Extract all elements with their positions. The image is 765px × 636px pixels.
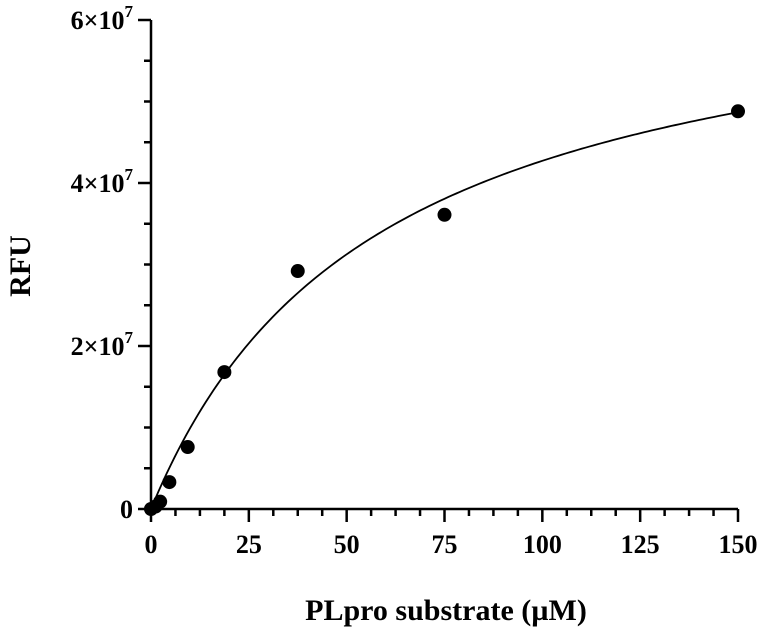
y-tick-label: 4×107 <box>71 165 134 198</box>
data-point <box>153 494 168 509</box>
data-point <box>217 365 232 380</box>
data-points <box>144 104 745 516</box>
fit-curve-layer <box>150 111 739 510</box>
data-point <box>290 264 305 279</box>
data-point <box>437 207 452 222</box>
data-point <box>731 104 745 119</box>
y-tick-label: 2×107 <box>71 328 134 361</box>
data-point <box>162 475 177 490</box>
x-tick-label: 150 <box>719 530 758 559</box>
x-tick-label: 0 <box>145 530 158 559</box>
y-tick-label: 6×107 <box>71 2 134 35</box>
x-tick-label: 75 <box>432 530 458 559</box>
x-axis: 0 25 50 75 100 125 150 <box>145 507 758 559</box>
x-tick-label: 50 <box>334 530 360 559</box>
x-tick-label: 125 <box>621 530 660 559</box>
y-axis: 0 2×107 4×107 6×107 <box>71 2 153 524</box>
y-axis-title: RFU <box>4 235 37 297</box>
x-axis-title: PLpro substrate (µM) <box>305 594 587 627</box>
y-tick-label: 0 <box>120 495 133 524</box>
x-tick-label: 100 <box>523 530 562 559</box>
fit-curve <box>150 111 739 510</box>
x-tick-label: 25 <box>236 530 262 559</box>
data-point <box>180 440 195 455</box>
